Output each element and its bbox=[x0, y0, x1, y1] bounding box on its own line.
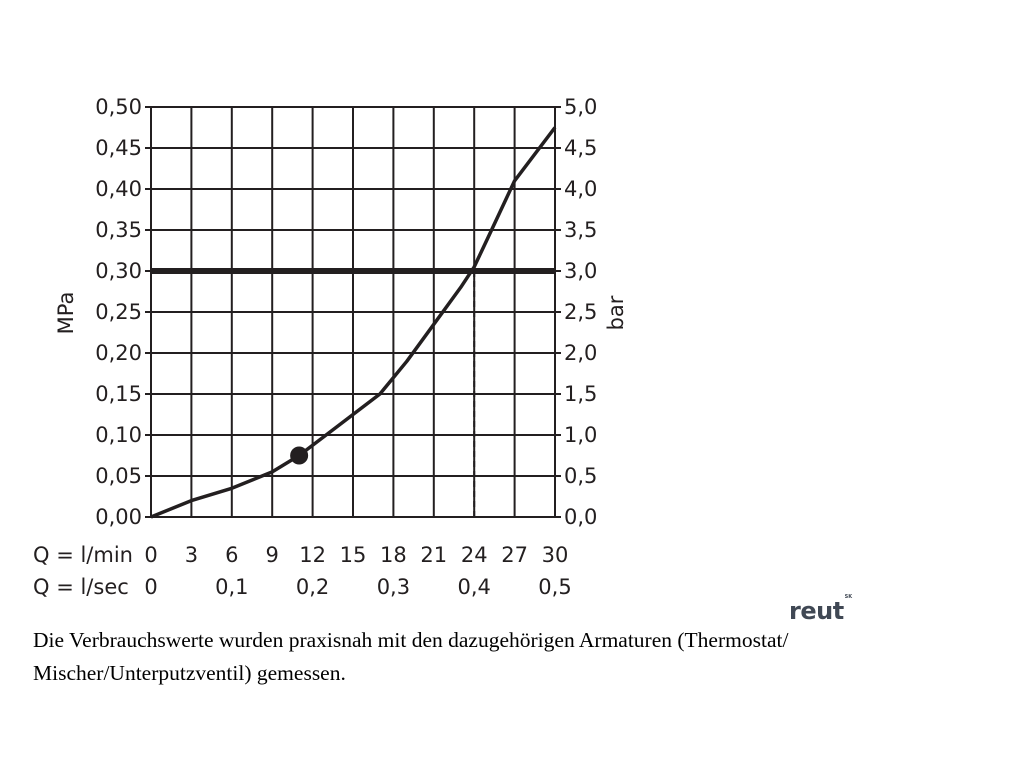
right-tick-label: 4,5 bbox=[564, 136, 597, 160]
left-tick-label: 0,35 bbox=[95, 218, 142, 242]
right-tick-label: 4,0 bbox=[564, 177, 597, 201]
x-tick-label-lsec: 0 bbox=[144, 575, 157, 599]
left-tick-label: 0,10 bbox=[95, 423, 142, 447]
x-tick-label-lmin: 12 bbox=[299, 543, 326, 567]
x-tick-label-lsec: 0,1 bbox=[215, 575, 248, 599]
x-tick-label-lmin: 27 bbox=[501, 543, 528, 567]
flow-curve-group bbox=[150, 126, 557, 519]
x-tick-label-lsec: 0,2 bbox=[296, 575, 329, 599]
right-axis-label: bar bbox=[604, 295, 628, 330]
x-tick-label-lmin: 9 bbox=[266, 543, 279, 567]
left-tick-label: 0,25 bbox=[95, 300, 142, 324]
x-tick-label-lmin: 24 bbox=[461, 543, 488, 567]
reference-line-group bbox=[151, 268, 555, 517]
left-tick-label: 0,00 bbox=[95, 505, 142, 529]
left-tick-label: 0,20 bbox=[95, 341, 142, 365]
x-tick-label-lmin: 6 bbox=[225, 543, 238, 567]
right-tick-label: 2,0 bbox=[564, 341, 597, 365]
left-tick-label: 0,15 bbox=[95, 382, 142, 406]
x-tick-label-lmin: 15 bbox=[340, 543, 367, 567]
caption-text: Die Verbrauchswerte wurden praxisnah mit… bbox=[33, 628, 789, 685]
tick-labels: 0,000,050,100,150,200,250,300,350,400,45… bbox=[95, 95, 597, 599]
x-axis-lsec-label: Q = l/sec bbox=[33, 575, 129, 599]
right-tick-label: 3,0 bbox=[564, 259, 597, 283]
x-tick-label-lsec: 0,4 bbox=[457, 575, 490, 599]
flow-curve-line bbox=[150, 126, 557, 519]
x-tick-label-lsec: 0,3 bbox=[377, 575, 410, 599]
right-tick-label: 0,5 bbox=[564, 464, 597, 488]
logo-text: reut bbox=[789, 597, 844, 625]
left-tick-label: 0,30 bbox=[95, 259, 142, 283]
left-tick-label: 0,40 bbox=[95, 177, 142, 201]
x-tick-label-lmin: 21 bbox=[420, 543, 447, 567]
right-tick-label: 2,5 bbox=[564, 300, 597, 324]
curve-marker-dot bbox=[290, 446, 309, 465]
left-axis-label: MPa bbox=[54, 292, 78, 335]
reut-logo: reutSK bbox=[789, 595, 852, 625]
logo-sup: SK bbox=[844, 594, 853, 600]
x-tick-label-lmin: 18 bbox=[380, 543, 407, 567]
x-tick-label-lsec: 0,5 bbox=[538, 575, 571, 599]
x-axis-lmin-label: Q = l/min bbox=[33, 543, 133, 567]
chart-grid bbox=[145, 106, 561, 518]
left-tick-label: 0,50 bbox=[95, 95, 142, 119]
right-tick-label: 1,5 bbox=[564, 382, 597, 406]
right-tick-label: 0,0 bbox=[564, 505, 597, 529]
right-tick-label: 5,0 bbox=[564, 95, 597, 119]
right-tick-label: 1,0 bbox=[564, 423, 597, 447]
right-tick-label: 3,5 bbox=[564, 218, 597, 242]
x-tick-label-lmin: 3 bbox=[185, 543, 198, 567]
left-tick-label: 0,45 bbox=[95, 136, 142, 160]
left-tick-label: 0,05 bbox=[95, 464, 142, 488]
pressure-flow-chart: 0,000,050,100,150,200,250,300,350,400,45… bbox=[33, 95, 628, 599]
x-tick-label-lmin: 0 bbox=[144, 543, 157, 567]
x-tick-label-lmin: 30 bbox=[542, 543, 569, 567]
